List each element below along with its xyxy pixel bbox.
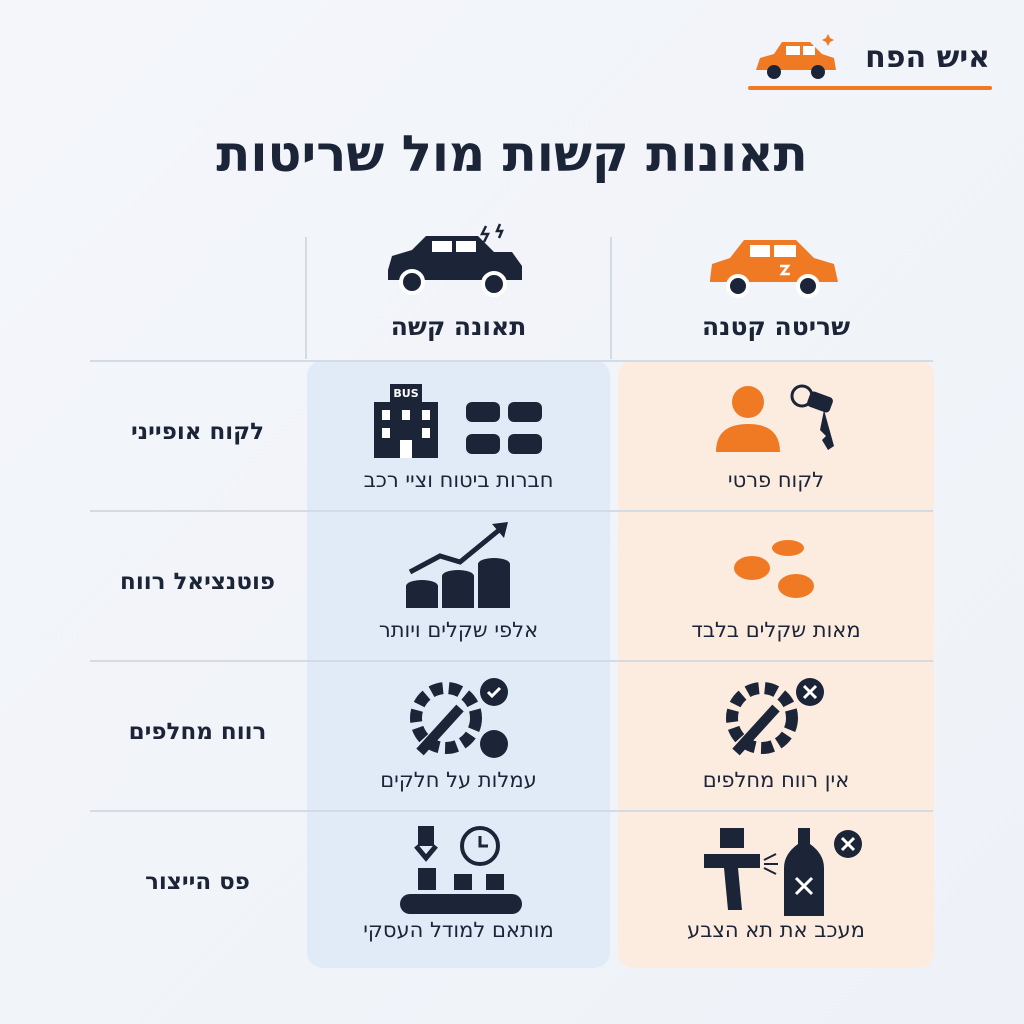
small-cell-text: מאות שקלים בלבד xyxy=(691,618,861,642)
divider xyxy=(610,237,612,359)
row-label: לקוח אופייני xyxy=(130,419,265,445)
growth-coins-icon xyxy=(406,522,510,608)
column-header: תאונה קשה xyxy=(390,312,527,341)
production-line-icon xyxy=(400,826,522,914)
heavy-cell-text: אלפי שקלים ויותר xyxy=(378,618,539,642)
logo-underline xyxy=(748,86,992,90)
fleet-icon: BUS xyxy=(374,384,542,458)
column-header: שריטה קטנה xyxy=(701,312,851,341)
logo: איש הפח xyxy=(865,40,990,75)
row-divider xyxy=(90,360,933,362)
row-label: פס הייצור xyxy=(145,869,250,895)
row-divider xyxy=(90,510,933,512)
logo-car xyxy=(756,34,836,79)
heavy-cell-text: עמלות על חלקים xyxy=(380,768,537,792)
row-divider xyxy=(90,810,933,812)
heavy-column-bg xyxy=(307,360,610,968)
paint-gun-bottle-icon xyxy=(704,828,862,916)
divider xyxy=(305,237,307,359)
title: תאונות קשות מול שריטות xyxy=(216,125,808,183)
row-divider xyxy=(90,660,933,662)
coins-icon xyxy=(734,540,814,598)
customer-key-icon xyxy=(716,384,834,452)
heavy-cell-text: חברות ביטוח וציי רכב xyxy=(363,468,554,492)
gear-dollar-icon xyxy=(410,678,508,758)
row-label: פוטנציאל רווח xyxy=(120,569,275,595)
row-label: רווח מחלפים xyxy=(128,719,267,745)
small-cell-text: לקוח פרטי xyxy=(727,468,825,492)
small-column-bg xyxy=(618,360,934,968)
small-cell-text: אין רווח מחלפים xyxy=(702,768,850,792)
icon-text: BUS xyxy=(393,387,418,400)
gear-x-icon xyxy=(726,678,824,756)
heavy-cell-text: מותאם למודל העסקי xyxy=(363,918,554,942)
crash-car-icon xyxy=(388,223,522,297)
small-cell-text: מעכב את תא הצבע xyxy=(687,918,865,942)
scratch-car-icon xyxy=(710,240,838,298)
